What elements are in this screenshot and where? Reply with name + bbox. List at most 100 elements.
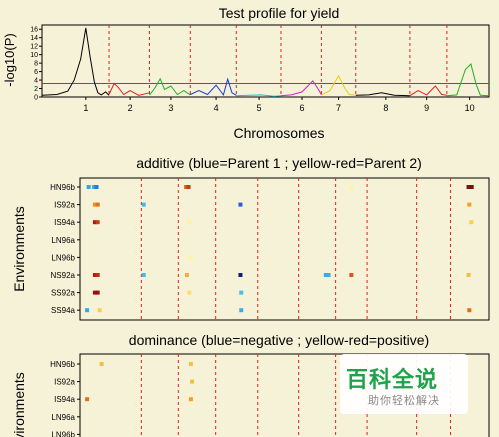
row-label: LN96b (51, 430, 75, 437)
effect-cell (141, 202, 146, 207)
dominance-row-labels: HN96b IS92a IS94a LN96a LN96b (50, 360, 80, 437)
row-label: IS94a (54, 395, 75, 404)
watermark: 百科全说 助你轻松解决 (340, 354, 468, 414)
line-plot-frame (41, 24, 490, 98)
row-label: LN96a (51, 236, 75, 245)
chart-title: Test profile for yield (219, 5, 340, 21)
row-label: IS92a (54, 201, 75, 210)
row-label: LN96a (51, 413, 75, 422)
y-tick-label: 4 (34, 78, 38, 85)
chromosome-2-line (108, 82, 150, 96)
x-tick-label: 5 (257, 103, 262, 113)
additive-frame (79, 177, 490, 321)
y-tick-label: 12 (30, 44, 38, 51)
chromosome-dividers (42, 25, 489, 97)
chromosome-7-line (321, 74, 356, 96)
effect-cell (188, 255, 193, 260)
row-label: IS94a (54, 218, 75, 227)
x-tick-label: 3 (168, 103, 173, 113)
y-axis-label: -log10(P) (2, 33, 17, 86)
row-label: SS92a (51, 289, 76, 298)
line-series (41, 27, 490, 97)
effect-cell (188, 397, 193, 402)
watermark-subtitle: 助你轻松解决 (368, 394, 440, 407)
effect-cell (467, 308, 472, 313)
effect-cell (85, 397, 90, 402)
x-tick-label: 6 (300, 103, 305, 113)
additive-row-labels: HN96b IS92a IS94a LN96a LN96b NS92a SS92a SS94a (50, 183, 80, 315)
effect-cell (86, 185, 91, 189)
chromosome-3-line (149, 77, 191, 96)
row-label: HN96b (50, 360, 75, 369)
y-tick-label: 14 (30, 35, 38, 42)
chromosome-4-line (190, 77, 237, 97)
effect-cell (466, 185, 471, 189)
x-ticks: 1 2 3 4 5 6 7 8 9 10 (83, 97, 475, 113)
watermark-logo: 百科全说 (346, 368, 439, 393)
effect-cell (92, 273, 97, 277)
row-label: SS94a (51, 306, 76, 315)
y-tick-label: 2 (34, 86, 38, 93)
effect-cell (95, 220, 100, 225)
effect-cell (184, 185, 189, 189)
row-label: LN96b (51, 253, 75, 262)
x-tick-label: 10 (465, 103, 475, 113)
chromosome-1-line (41, 27, 110, 96)
additive-dividers (140, 178, 451, 320)
effect-cell (349, 185, 354, 189)
x-tick-label: 8 (383, 103, 388, 113)
effect-cell (326, 273, 331, 277)
effect-cell (239, 290, 244, 295)
additive-y-label: Environments (11, 206, 27, 292)
dominance-y-label: Environments (11, 372, 27, 437)
x-axis-label: Chromosomes (233, 125, 324, 141)
x-tick-label: 9 (424, 103, 429, 113)
effect-cell (99, 362, 104, 366)
effect-cell (92, 202, 97, 207)
effect-cell (469, 220, 474, 225)
dominance-cells (85, 362, 348, 402)
y-tick-label: 6 (34, 69, 38, 76)
effect-cell (239, 308, 244, 313)
effect-cell (97, 308, 102, 313)
effect-cell (141, 273, 146, 277)
effect-cell (469, 185, 474, 189)
row-label: HN96b (50, 183, 75, 192)
row-label: NS92a (51, 271, 76, 280)
y-tick-label: 16 (30, 27, 38, 34)
effect-cell (187, 220, 192, 225)
effect-cell (190, 379, 195, 384)
effect-cell (184, 273, 189, 277)
chromosome-9-line (409, 85, 447, 97)
row-label: IS92a (54, 378, 75, 387)
chromosome-6-line (280, 80, 322, 97)
effect-cell (238, 202, 243, 207)
dominance-title: dominance (blue=negative ; yellow-red=po… (129, 332, 429, 348)
effect-cell (94, 185, 99, 189)
effect-cell (467, 202, 472, 207)
x-tick-label: 1 (83, 103, 88, 113)
effect-cell (466, 273, 471, 277)
chromosome-5-line (236, 94, 282, 97)
effect-cell (188, 362, 193, 366)
effect-cell (85, 308, 90, 313)
effect-cell (95, 290, 100, 295)
effect-cell (92, 220, 97, 225)
x-tick-label: 4 (214, 103, 219, 113)
x-tick-label: 2 (128, 103, 133, 113)
effect-cell (238, 273, 243, 277)
chromosome-8-line (355, 92, 410, 97)
chromosome-10-line (446, 63, 490, 97)
effect-cell (92, 290, 97, 295)
additive-title: additive (blue=Parent 1 ; yellow-red=Par… (136, 155, 422, 171)
effect-cell (92, 185, 97, 189)
effect-cell (186, 185, 191, 189)
y-tick-label: 10 (30, 52, 38, 59)
effect-cell (323, 273, 328, 277)
x-tick-label: 7 (336, 103, 341, 113)
y-tick-label: 0 (34, 95, 38, 102)
effect-cell (95, 202, 100, 207)
y-tick-label: 8 (34, 61, 38, 68)
effect-cell (95, 273, 100, 277)
